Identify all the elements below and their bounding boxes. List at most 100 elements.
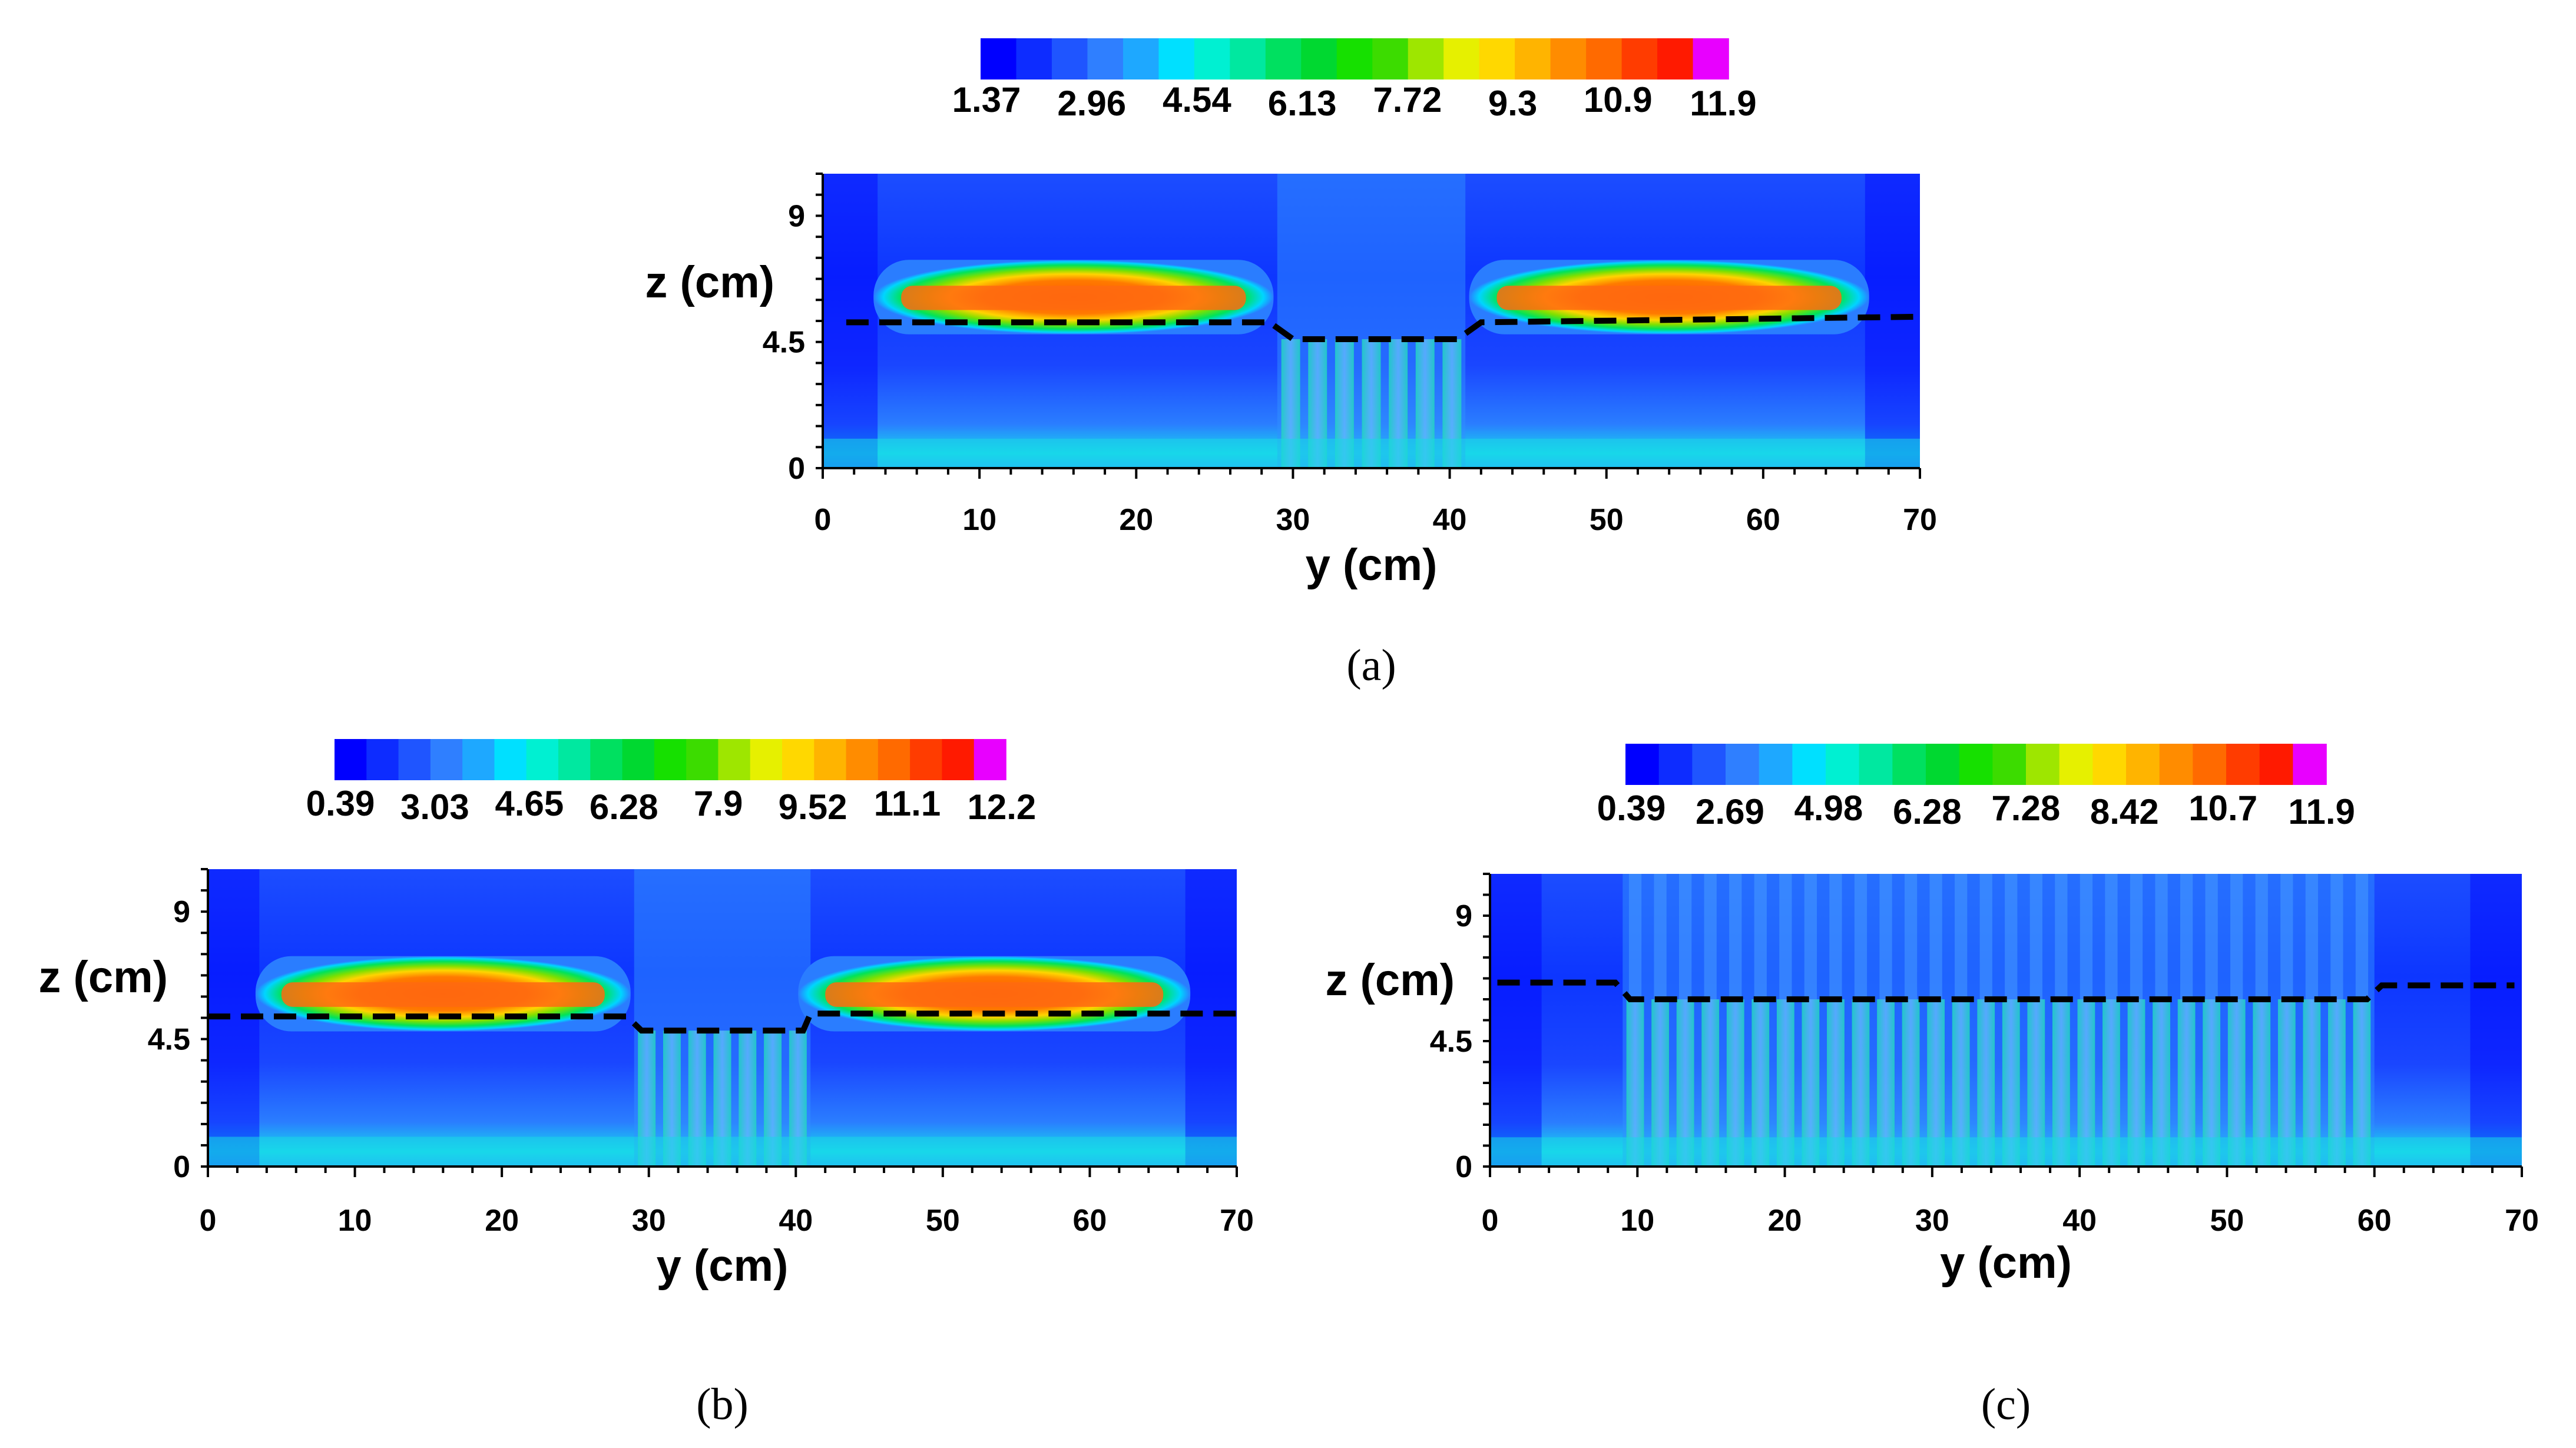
x-axis-title: y (cm) [1940, 1238, 2072, 1288]
colorbar-swatch [1372, 38, 1409, 79]
y-tick-label: 9 [173, 895, 190, 929]
colorbar-label: 9.3 [1488, 84, 1537, 123]
colorbar-swatch [1625, 744, 1660, 785]
flow-stripe [2080, 874, 2093, 999]
colorbar-swatch [1792, 744, 1826, 785]
y-tick-label: 0 [788, 452, 805, 486]
flow-stripe [1628, 874, 1642, 999]
colorbar-swatch [974, 739, 1006, 780]
bottom-layer [823, 439, 1920, 468]
colorbar-swatch [1123, 38, 1160, 79]
colorbar-label: 7.72 [1373, 80, 1442, 120]
colorbar-swatch [558, 739, 591, 780]
x-tick-label: 50 [926, 1204, 960, 1238]
colorbar-swatch [1658, 744, 1693, 785]
colorbar-label: 0.39 [306, 784, 375, 823]
colorbar-swatch [654, 739, 687, 780]
colorbar-swatch [2226, 744, 2260, 785]
colorbar-label: 10.7 [2188, 788, 2257, 828]
interface-line [208, 1010, 1237, 1034]
flow-stripe [1929, 874, 1942, 999]
colorbar-label: 8.42 [2090, 792, 2159, 831]
x-tick-label: 50 [2210, 1204, 2244, 1238]
y-tick-label: 4.5 [1430, 1025, 1472, 1059]
panel-b: 0.39 3.03 4.65 6.28 7.9 9.52 11.1 12.2 0 10 20 30 40… [38, 739, 1254, 1429]
x-tick-label: 40 [1433, 503, 1467, 537]
colorbar-swatch [1336, 38, 1373, 79]
colorbar-swatch [1892, 744, 1926, 785]
flow-stripe [1654, 874, 1667, 999]
axes: 0 10 20 30 40 50 60 70 0 4.5 9 [148, 868, 1254, 1238]
contour-field [1490, 874, 2522, 1167]
x-tick-label: 0 [814, 503, 832, 537]
colorbar-swatch [1479, 38, 1515, 79]
colorbar-swatch [1301, 38, 1337, 79]
x-tick-label: 70 [1220, 1204, 1254, 1238]
flow-stripe [1678, 874, 1692, 999]
panel-a: 1.37 2.96 4.54 6.13 7.72 9.3 10.9 11.9 0 10 20 30 40… [645, 38, 1937, 690]
interface-line [846, 313, 1921, 342]
flow-stripe [2230, 874, 2243, 999]
colorbar-swatch [398, 739, 431, 780]
flow-stripe [2355, 874, 2369, 999]
colorbar-swatch [782, 739, 815, 780]
x-tick-label: 70 [1903, 503, 1937, 537]
colorbar-swatch [494, 739, 527, 780]
colorbar-label: 0.39 [1597, 788, 1666, 828]
colorbar-label: 4.65 [495, 784, 564, 823]
y-tick-label: 9 [788, 199, 805, 233]
colorbar-swatch [1408, 38, 1444, 79]
colorbar-label: 10.9 [1584, 80, 1653, 120]
x-tick-label: 60 [1746, 503, 1780, 537]
colorbar-swatch [2193, 744, 2227, 785]
y-axis-title: z (cm) [645, 257, 774, 307]
colorbar-swatch [1443, 38, 1480, 79]
y-tick-label: 9 [1455, 899, 1472, 933]
flow-stripe [2330, 874, 2343, 999]
colorbar-swatch [942, 739, 975, 780]
x-tick-label: 70 [2505, 1204, 2539, 1238]
y-tick-label: 4.5 [763, 326, 805, 360]
colorbar-swatch [526, 739, 559, 780]
axes: 0 10 20 30 40 50 60 70 0 4.5 9 [1430, 873, 2539, 1238]
x-tick-label: 30 [1276, 503, 1310, 537]
colorbar-swatch [910, 739, 943, 780]
flow-stripe [1754, 874, 1767, 999]
colorbar-label: 6.28 [590, 787, 658, 827]
colorbar-label: 6.28 [1893, 792, 1962, 831]
x-tick-label: 0 [200, 1204, 217, 1238]
flow-region [1623, 874, 2375, 1167]
colorbar-swatch [750, 739, 783, 780]
y-tick-label: 4.5 [148, 1023, 190, 1057]
colorbar-swatch [1759, 744, 1793, 785]
colorbar-swatch [686, 739, 719, 780]
colorbar-label: 11.9 [2288, 792, 2355, 831]
colorbar: 0.39 2.69 4.98 6.28 7.28 8.42 10.7 11.9 [1597, 744, 2355, 831]
interface-line [1497, 979, 2515, 1002]
x-tick-label: 10 [962, 503, 996, 537]
flow-stripe [2130, 874, 2143, 999]
colorbar-swatch [462, 739, 495, 780]
axes: 0 10 20 30 40 50 60 70 0 4.5 9 [763, 173, 1937, 537]
bottom-layer [1490, 1137, 2522, 1167]
colorbar-label: 3.03 [400, 787, 469, 827]
colorbar-swatch [2293, 744, 2327, 785]
colorbar-swatch [1016, 38, 1052, 79]
colorbar-swatch [366, 739, 399, 780]
colorbar-swatch [2026, 744, 2060, 785]
flow-stripe [2180, 874, 2193, 999]
hotspot-core [825, 982, 1164, 1007]
panel-label: (a) [1346, 641, 1396, 690]
y-axis-title: z (cm) [38, 952, 168, 1002]
colorbar-label: 4.98 [1794, 788, 1863, 828]
colorbar-swatch [1726, 744, 1760, 785]
colorbar-swatch [1586, 38, 1623, 79]
flow-stripe [2280, 874, 2293, 999]
colorbar-swatch [1826, 744, 1860, 785]
panel-label: (c) [1981, 1380, 2031, 1429]
x-tick-label: 40 [2062, 1204, 2097, 1238]
colorbar-swatch [622, 739, 655, 780]
flow-stripe [1854, 874, 1868, 999]
colorbar-label: 1.37 [952, 80, 1021, 120]
colorbar-swatch [1621, 38, 1658, 79]
